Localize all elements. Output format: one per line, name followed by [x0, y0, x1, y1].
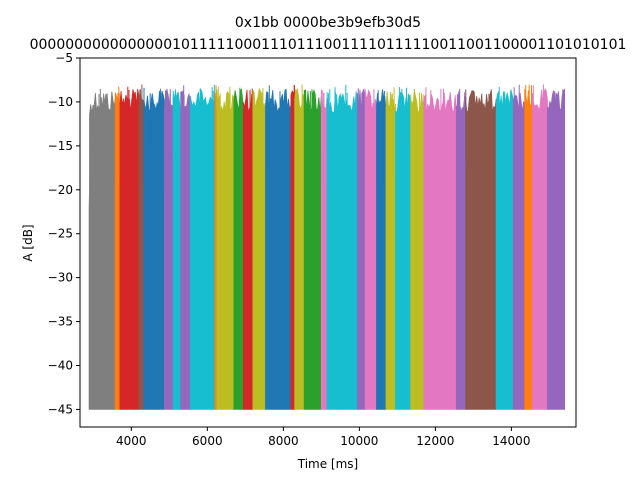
y-tick-label: −40 [48, 359, 73, 373]
x-axis-label: Time [ms] [297, 457, 359, 471]
series-band [531, 88, 548, 410]
series-band [143, 90, 165, 410]
y-tick-label: −30 [48, 271, 73, 285]
series-band [119, 88, 140, 410]
series-band [189, 88, 216, 410]
y-tick-label: −35 [48, 315, 73, 329]
chart-subtitle: 0000000000000000101111100011101110011110… [30, 37, 627, 53]
y-axis-label: A [dB] [21, 224, 35, 261]
plot-frame [79, 57, 577, 428]
x-axis: 4000 6000 8000 10000 12000 14000 [116, 427, 530, 448]
y-tick-label: −5 [55, 51, 73, 65]
series-band [423, 92, 457, 410]
series-band [364, 89, 377, 410]
series-band [547, 88, 565, 410]
series-ramp [88, 110, 91, 410]
series-band [216, 89, 235, 410]
series-band [89, 91, 116, 410]
series-band [243, 89, 254, 410]
y-tick-label: −20 [48, 183, 73, 197]
y-tick-label: −15 [48, 139, 73, 153]
series-bands [88, 84, 565, 410]
x-tick-label: 8000 [268, 434, 299, 448]
y-tick-label: −25 [48, 227, 73, 241]
chart-title: 0x1bb 0000be3b9efb30d5 [235, 15, 421, 31]
series-band [303, 89, 322, 410]
x-tick-label: 4000 [116, 434, 147, 448]
x-tick-label: 10000 [340, 434, 378, 448]
x-tick-label: 6000 [192, 434, 223, 448]
series-band [495, 89, 514, 410]
y-tick-label: −10 [48, 95, 73, 109]
x-tick-label: 14000 [492, 434, 530, 448]
series-band [410, 88, 425, 410]
x-tick-label: 12000 [416, 434, 454, 448]
y-axis: −45 −40 −35 −30 −25 −20 −15 −10 −5 [48, 51, 80, 416]
series-band [294, 88, 305, 410]
series-band [180, 91, 191, 410]
y-tick-label: −45 [48, 402, 73, 416]
series-band [395, 92, 412, 410]
